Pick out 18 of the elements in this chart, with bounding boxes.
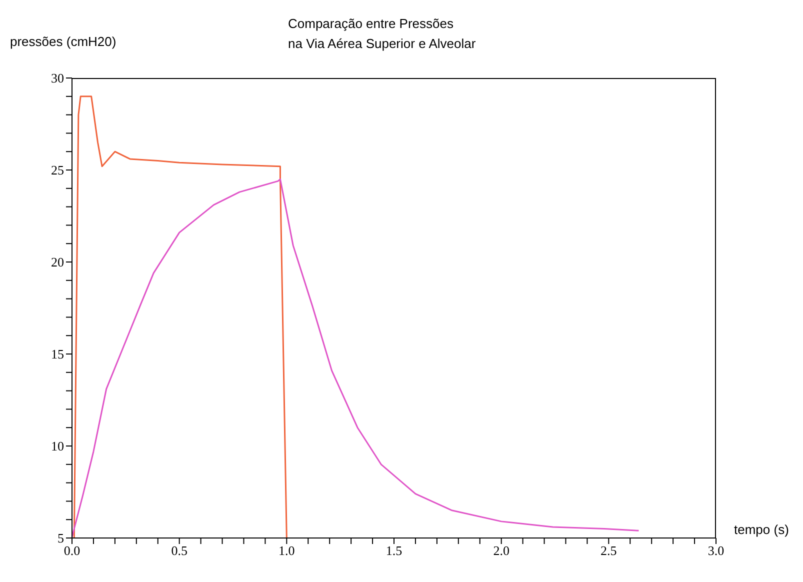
y-axis-title: pressões (cmH20) [10,34,116,49]
y-tick-label: 15 [51,346,64,362]
x-tick-label: 1.5 [386,543,402,558]
y-tick-label: 30 [51,70,64,86]
y-tick-label: 5 [58,530,64,546]
chart-title: Comparação entre Pressões na Via Aérea Superior e Alveolar [288,15,476,53]
x-tick-label: 2.0 [493,543,510,558]
x-tick-label: 0.0 [64,543,80,558]
x-tick-label: 0.5 [171,543,188,558]
line-series [73,96,288,538]
x-tick-label: 2.5 [600,543,617,558]
x-axis-title: tempo (s) [734,522,789,537]
y-tick-label: 20 [51,254,64,270]
y-tick-label: 25 [51,162,64,178]
x-tick-label: 3.0 [708,543,724,558]
line-series [72,178,640,538]
y-tick-label: 10 [51,438,64,454]
x-tick-label: 1.0 [278,543,295,558]
